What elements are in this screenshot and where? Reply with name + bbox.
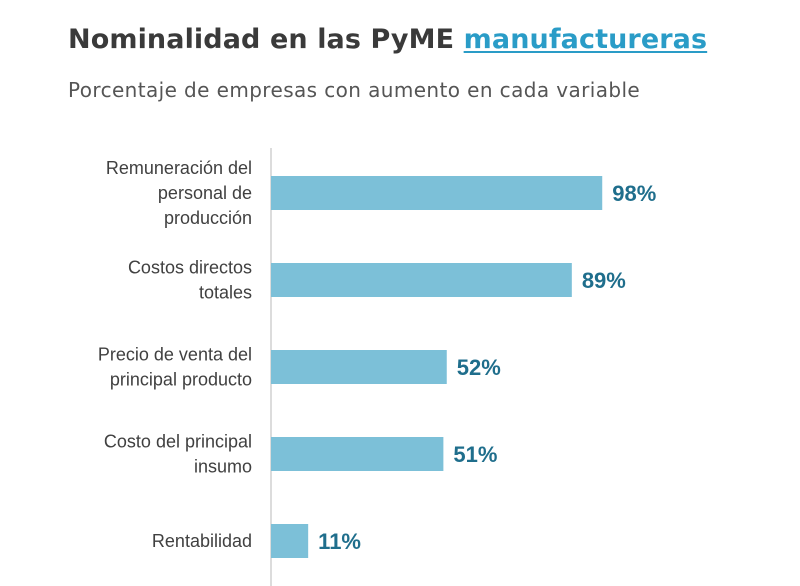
bar-3 [271,350,447,384]
data-label-4: 51% [453,442,497,467]
category-label-line: Remuneración del [106,158,252,178]
category-label-line: personal de [158,183,252,203]
category-label-2: Costos directos totales [128,258,252,303]
category-label-5: Rentabilidad [152,531,252,551]
category-label-line: Rentabilidad [152,531,252,551]
category-label-line: Precio de venta del [98,345,252,365]
category-label-line: producción [164,208,252,228]
category-label-4: Costo del principal insumo [104,432,252,477]
category-label-line: Costo del principal [104,432,252,452]
bar-2 [271,263,572,297]
category-label-line: totales [199,283,252,303]
category-label-1: Remuneración del personal de producción [106,158,252,228]
category-label-3: Precio de venta del principal producto [98,345,252,390]
category-label-line: Costos directos [128,258,252,278]
bar-1 [271,176,603,210]
data-label-5: 11% [318,529,361,554]
category-label-line: insumo [194,457,252,477]
bar-4 [271,437,444,471]
chart-title-accent: manufactureras [463,24,708,55]
data-label-1: 98% [612,181,656,206]
data-label-2: 89% [582,268,626,293]
chart-title-main: Nominalidad en las PyME [68,24,455,55]
data-label-3: 52% [457,355,501,380]
bar-5 [271,524,309,558]
chart-subtitle: Porcentaje de empresas con aumento en ca… [68,78,641,102]
chart-title: Nominalidad en las PyME manufactureras [68,24,707,55]
category-label-line: principal producto [110,370,252,390]
